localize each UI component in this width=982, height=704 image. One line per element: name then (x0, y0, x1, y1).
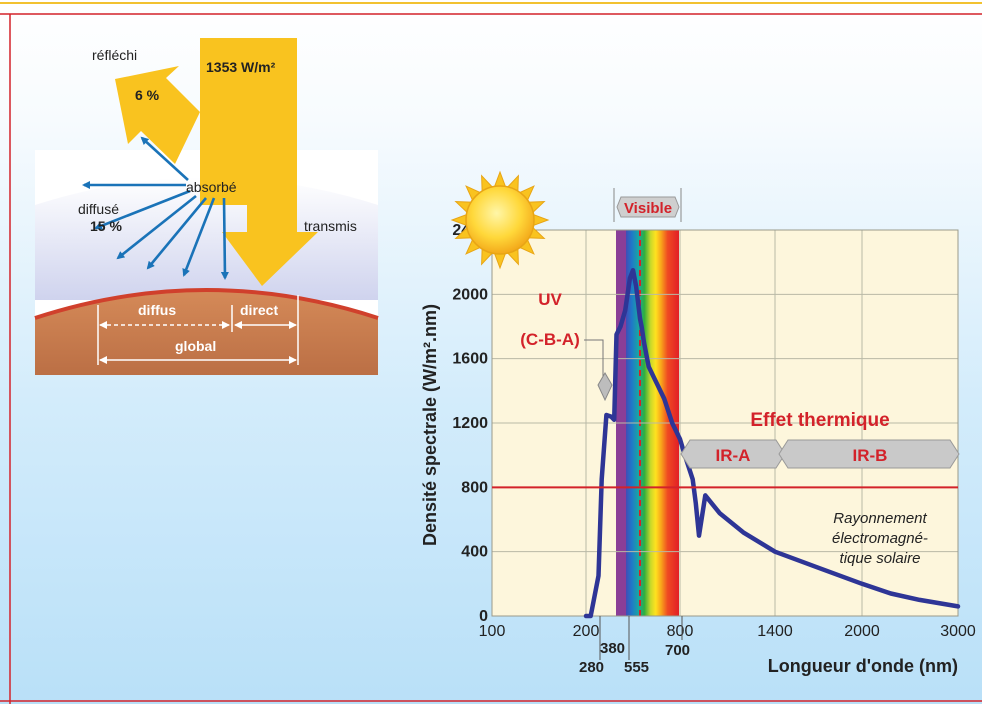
diffused-label: diffusé (78, 201, 119, 217)
scatter-ray (94, 189, 191, 230)
x-tick-labels: 100 200 800 1400 2000 3000 (479, 623, 976, 640)
radiation-text-line-3: tique solaire (840, 550, 921, 567)
ground-surface (34, 288, 379, 320)
ira-label: IR-A (716, 446, 751, 465)
reflected-pct: 6 % (135, 87, 160, 103)
ground (35, 290, 378, 375)
spectral-chart: 04008001200160020002400 1002008001400200… (420, 170, 976, 676)
scatter-ray (182, 197, 216, 277)
sun-disc (465, 185, 535, 255)
solar-spectrum-curve (583, 267, 961, 619)
y-tick-label: 0 (479, 608, 488, 625)
mark-380: 380 (600, 640, 625, 657)
diffused-pct: 15 % (90, 218, 122, 234)
x-tick-label: 100 (479, 623, 506, 640)
visible-label-box (616, 196, 680, 218)
global-label: global (175, 338, 216, 354)
earth-energy-diagram: réfléchi 1353 W/m² 6 % absorbé diffusé 1… (34, 38, 379, 375)
y-tick-label: 400 (461, 544, 488, 561)
mark-280: 280 (579, 659, 604, 676)
diffuse-label: diffus (138, 302, 176, 318)
scatter-ray (220, 197, 229, 280)
radiation-text-line-1: Rayonnement (833, 510, 927, 527)
uv-leader-line (584, 339, 604, 380)
direct-label: direct (240, 302, 278, 318)
transmitted-label: transmis (304, 218, 357, 234)
incoming-radiation-arrow (200, 38, 318, 286)
scattered-rays (82, 136, 229, 280)
reflected-label: réfléchi (92, 47, 137, 63)
thermal-effect-label: Effet thermique (750, 410, 889, 431)
x-tick-label: 2000 (844, 623, 880, 640)
uv-sublabel: (C-B-A) (520, 330, 579, 349)
uv-label: UV (538, 290, 562, 309)
scatter-ray (146, 197, 208, 270)
irb-box (778, 439, 960, 469)
x-tick-label: 800 (667, 623, 694, 640)
y-tick-label: 800 (461, 479, 488, 496)
x-axis-title: Longueur d'onde (nm) (768, 656, 958, 676)
mark-700: 700 (665, 642, 690, 659)
y-tick-label: 1600 (452, 351, 488, 368)
reflected-radiation-arrow (115, 66, 200, 164)
visible-label: Visible (624, 200, 672, 217)
scatter-ray (116, 194, 197, 260)
x-tick-label: 200 (573, 623, 600, 640)
y-tick-label: 1200 (452, 415, 488, 432)
irb-label: IR-B (853, 446, 888, 465)
scatter-ray (140, 136, 189, 181)
uv-marker (597, 372, 613, 402)
y-tick-labels: 04008001200160020002400 (452, 222, 488, 625)
y-tick-label: 2000 (452, 286, 488, 303)
x-tick-label: 1400 (757, 623, 793, 640)
mark-555: 555 (624, 659, 649, 676)
x-tick-label: 3000 (940, 623, 976, 640)
incoming-value: 1353 W/m² (206, 59, 276, 75)
y-axis-title: Densité spectrale (W/m².nm) (420, 304, 440, 546)
absorbed-label: absorbé (186, 179, 237, 195)
radiation-text-line-2: électromagné- (832, 530, 928, 547)
sun-icon (450, 170, 550, 270)
plot-border (491, 229, 959, 617)
